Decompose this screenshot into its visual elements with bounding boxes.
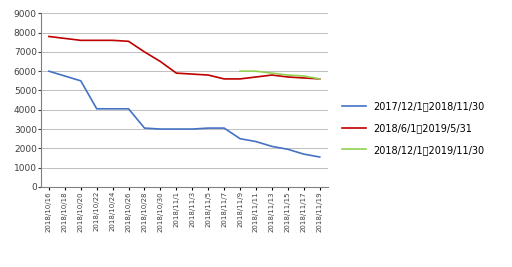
2018/6/1～2019/5/31 [205, 73, 211, 77]
Line: 2018/12/1～2019/11/30: 2018/12/1～2019/11/30 [240, 71, 319, 79]
2018/6/1～2019/5/31 [110, 39, 116, 42]
2018/6/1～2019/5/31 [269, 73, 275, 77]
2017/12/1～2018/11/30 [46, 70, 52, 73]
Line: 2018/6/1～2019/5/31: 2018/6/1～2019/5/31 [49, 37, 319, 79]
Line: 2017/12/1～2018/11/30: 2017/12/1～2018/11/30 [49, 71, 319, 157]
2018/12/1～2019/11/30 [269, 72, 275, 75]
2018/6/1～2019/5/31 [78, 39, 84, 42]
2017/12/1～2018/11/30 [125, 107, 132, 111]
2018/6/1～2019/5/31 [46, 35, 52, 38]
2018/6/1～2019/5/31 [141, 50, 147, 53]
2018/12/1～2019/11/30 [316, 77, 323, 81]
2017/12/1～2018/11/30 [62, 74, 68, 78]
2017/12/1～2018/11/30 [78, 79, 84, 83]
2018/6/1～2019/5/31 [237, 77, 243, 81]
2017/12/1～2018/11/30 [94, 107, 100, 111]
2017/12/1～2018/11/30 [301, 152, 307, 156]
2017/12/1～2018/11/30 [189, 127, 196, 131]
2017/12/1～2018/11/30 [269, 145, 275, 148]
2017/12/1～2018/11/30 [157, 127, 163, 131]
2017/12/1～2018/11/30 [173, 127, 179, 131]
2018/6/1～2019/5/31 [221, 77, 227, 81]
2017/12/1～2018/11/30 [110, 107, 116, 111]
Legend: 2017/12/1～2018/11/30, 2018/6/1～2019/5/31, 2018/12/1～2019/11/30: 2017/12/1～2018/11/30, 2018/6/1～2019/5/31… [337, 98, 489, 159]
2018/6/1～2019/5/31 [157, 60, 163, 63]
2017/12/1～2018/11/30 [141, 127, 147, 130]
2018/6/1～2019/5/31 [316, 77, 323, 81]
2018/6/1～2019/5/31 [301, 76, 307, 80]
2018/12/1～2019/11/30 [301, 74, 307, 78]
2018/6/1～2019/5/31 [125, 40, 132, 43]
2018/6/1～2019/5/31 [285, 75, 291, 78]
2018/6/1～2019/5/31 [173, 72, 179, 75]
2017/12/1～2018/11/30 [237, 137, 243, 140]
2017/12/1～2018/11/30 [316, 155, 323, 159]
2018/12/1～2019/11/30 [237, 70, 243, 73]
2018/6/1～2019/5/31 [94, 39, 100, 42]
2017/12/1～2018/11/30 [285, 148, 291, 151]
2018/6/1～2019/5/31 [253, 75, 259, 78]
2018/6/1～2019/5/31 [189, 73, 196, 76]
2017/12/1～2018/11/30 [205, 127, 211, 130]
2017/12/1～2018/11/30 [253, 140, 259, 143]
2018/6/1～2019/5/31 [62, 37, 68, 40]
2018/12/1～2019/11/30 [285, 73, 291, 77]
2017/12/1～2018/11/30 [221, 127, 227, 130]
2018/12/1～2019/11/30 [253, 70, 259, 73]
